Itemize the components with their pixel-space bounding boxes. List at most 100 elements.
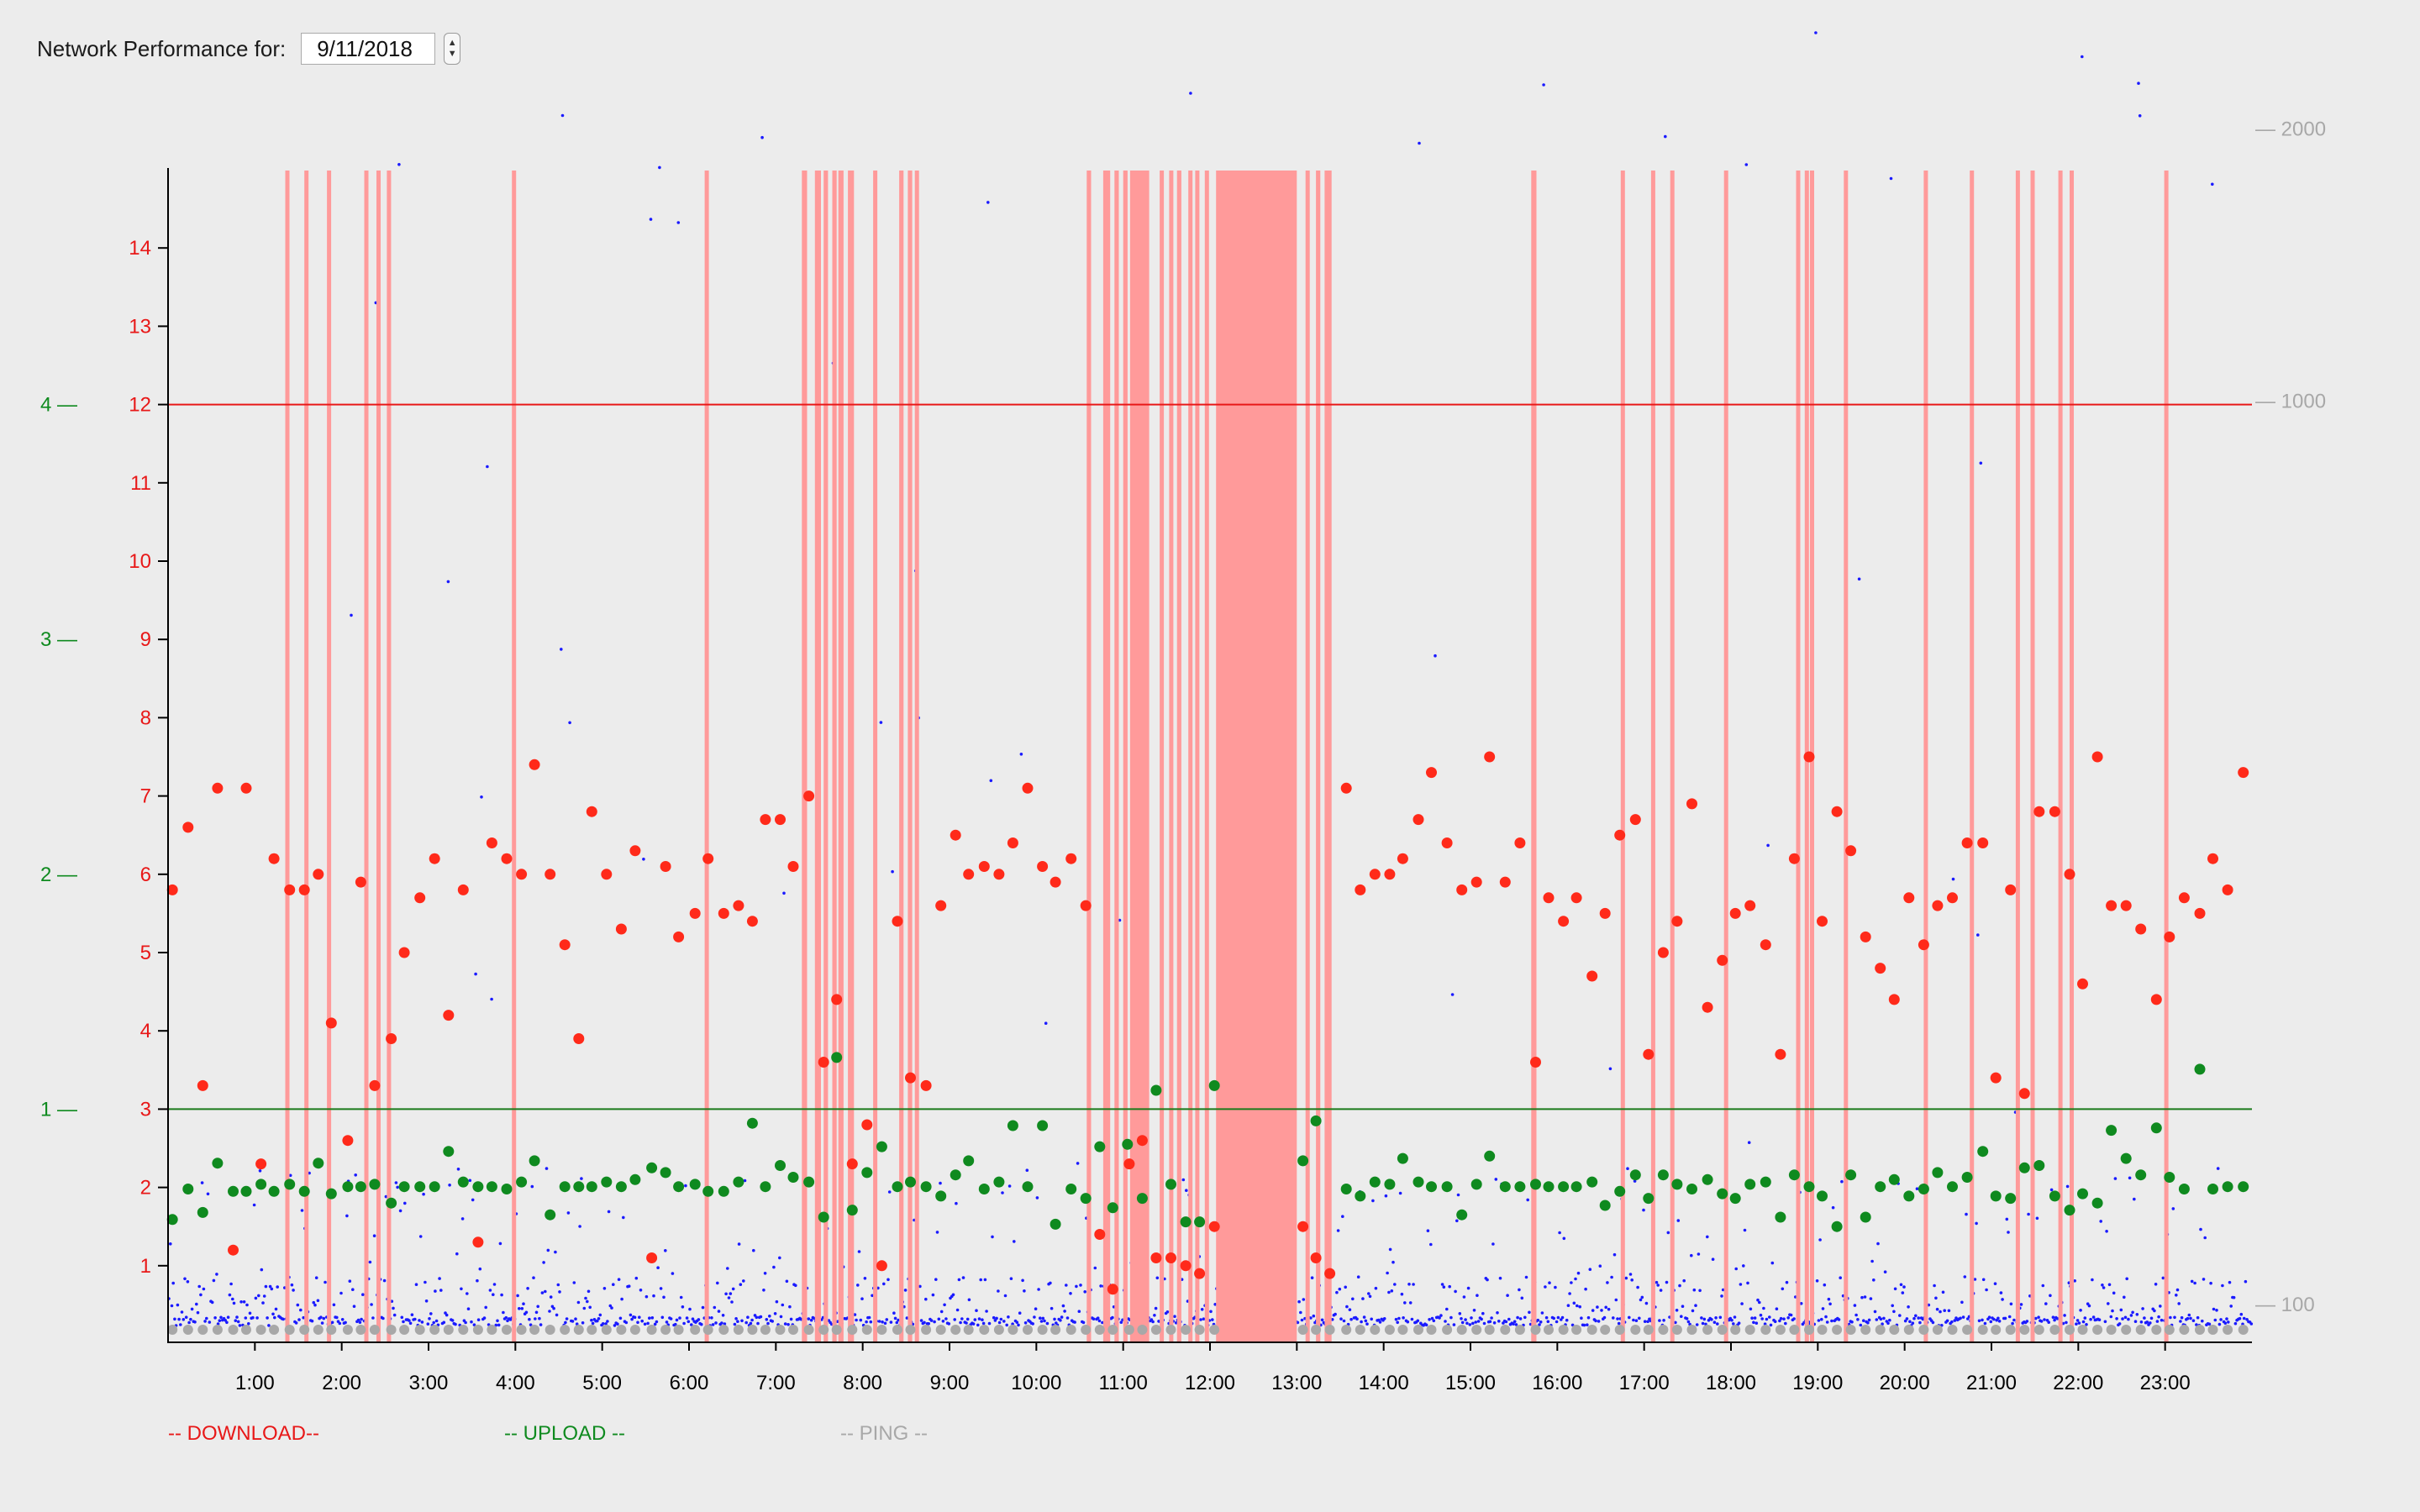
latency-sample-point: [1360, 1320, 1363, 1324]
date-stepper[interactable]: ▲ ▼: [444, 33, 461, 65]
latency-sample-point: [1507, 1317, 1511, 1321]
ping-point: [1081, 1325, 1092, 1335]
upload-point: [920, 1181, 932, 1193]
upload-point: [1586, 1176, 1598, 1188]
ping-series: [167, 1325, 2249, 1335]
latency-sample-point: [2175, 1294, 2178, 1297]
download-point: [1686, 798, 1697, 810]
outage-band: [908, 171, 913, 1342]
ping-point: [1484, 1325, 1495, 1335]
latency-sample-point: [2085, 1323, 2088, 1326]
latency-sample-point: [1612, 1316, 1615, 1320]
download-point: [586, 806, 597, 817]
upload-point: [586, 1181, 597, 1193]
download-point: [1888, 994, 1900, 1005]
upload-point: [1947, 1181, 1958, 1193]
download-point: [1194, 1268, 1206, 1279]
latency-sample-point: [312, 1300, 316, 1305]
latency-sample-point: [2177, 1302, 2181, 1305]
latency-sample-point: [261, 1301, 265, 1305]
chevron-up-icon[interactable]: ▲: [447, 38, 457, 48]
latency-sample-point: [1945, 1319, 1949, 1323]
upload-point: [313, 1158, 324, 1169]
latency-sample-point: [934, 1278, 938, 1281]
latency-sample-point: [313, 1303, 317, 1307]
latency-sample-point: [590, 1318, 593, 1322]
latency-sample-point: [273, 1315, 276, 1320]
latency-sample-point: [1882, 1316, 1886, 1320]
latency-sample-point: [634, 1276, 639, 1280]
latency-sample-point: [200, 1181, 204, 1184]
latency-sample-point: [1073, 1320, 1076, 1324]
latency-sample-point: [975, 1309, 978, 1312]
upload-point: [298, 1185, 310, 1197]
upload-point: [2005, 1193, 2017, 1205]
latency-sample-point: [2121, 1317, 2124, 1320]
ping-point: [1918, 1325, 1929, 1335]
latency-sample-point: [1886, 1321, 1890, 1326]
ping-point: [921, 1325, 932, 1335]
outage-band: [1114, 171, 1119, 1342]
download-point: [615, 923, 627, 935]
outage-band: [2070, 171, 2074, 1342]
latency-sample-point: [1001, 1191, 1004, 1194]
upload-point: [1657, 1169, 1669, 1181]
latency-sample-point: [1338, 1287, 1342, 1291]
latency-sample-point: [2025, 1320, 2029, 1323]
latency-sample-point: [892, 1311, 896, 1315]
latency-sample-point: [524, 1310, 529, 1315]
latency-sample-point: [492, 1283, 497, 1286]
outage-band: [1970, 171, 1975, 1342]
upload-point: [1977, 1146, 1989, 1158]
latency-sample-point: [2149, 1321, 2152, 1325]
upload-point: [1037, 1120, 1049, 1131]
ping-point: [443, 1325, 454, 1335]
latency-sample-point: [408, 1319, 411, 1322]
latency-sample-point: [1996, 1316, 2000, 1320]
latency-sample-point: [887, 1190, 892, 1194]
latency-sample-point: [638, 1315, 641, 1319]
latency-sample-point: [454, 1322, 457, 1326]
latency-sample-point: [1644, 1301, 1649, 1305]
latency-sample-point: [1750, 1316, 1754, 1320]
latency-sample-point: [1586, 1323, 1589, 1326]
download-point: [660, 861, 671, 872]
latency-sample-point: [494, 1323, 498, 1327]
latency-sample-point: [762, 1289, 765, 1292]
upload-point: [386, 1197, 397, 1209]
upload-point: [1369, 1176, 1381, 1188]
upload-point: [1729, 1193, 1741, 1205]
download-point: [629, 845, 641, 857]
latency-sample-point: [1820, 1317, 1823, 1321]
chevron-down-icon[interactable]: ▼: [447, 49, 457, 59]
outage-band: [1316, 171, 1321, 1342]
latency-sample-point: [660, 1315, 665, 1320]
latency-sample-point: [402, 1320, 405, 1324]
latency-sample-point: [1407, 1283, 1411, 1286]
latency-sample-point: [1498, 1276, 1502, 1280]
latency-sample-point: [711, 1323, 715, 1326]
latency-sample-point: [1118, 918, 1122, 922]
download-point: [443, 1010, 455, 1021]
latency-sample-point: [1665, 1280, 1669, 1284]
latency-sample-point: [1416, 1319, 1420, 1323]
upload-point: [1136, 1193, 1148, 1205]
download-point: [1007, 837, 1018, 848]
latency-sample-point: [1681, 1305, 1685, 1308]
download-point: [197, 1079, 208, 1091]
latency-sample-point: [180, 1310, 184, 1314]
latency-sample-point: [620, 1297, 623, 1301]
latency-sample-point: [1454, 1289, 1457, 1294]
ping-point: [1471, 1325, 1482, 1335]
latency-sample-point: [955, 1308, 960, 1312]
download-point: [1817, 916, 1828, 927]
latency-sample-point: [1458, 1312, 1462, 1315]
ping-point: [1137, 1325, 1148, 1335]
latency-sample-point: [658, 165, 661, 170]
download-tick-label: 11: [130, 472, 151, 495]
latency-sample-point: [782, 891, 786, 895]
latency-sample-point: [2049, 1188, 2054, 1192]
date-field[interactable]: [301, 33, 436, 65]
outage-band: [2015, 171, 2020, 1342]
latency-sample-point: [779, 1315, 783, 1319]
